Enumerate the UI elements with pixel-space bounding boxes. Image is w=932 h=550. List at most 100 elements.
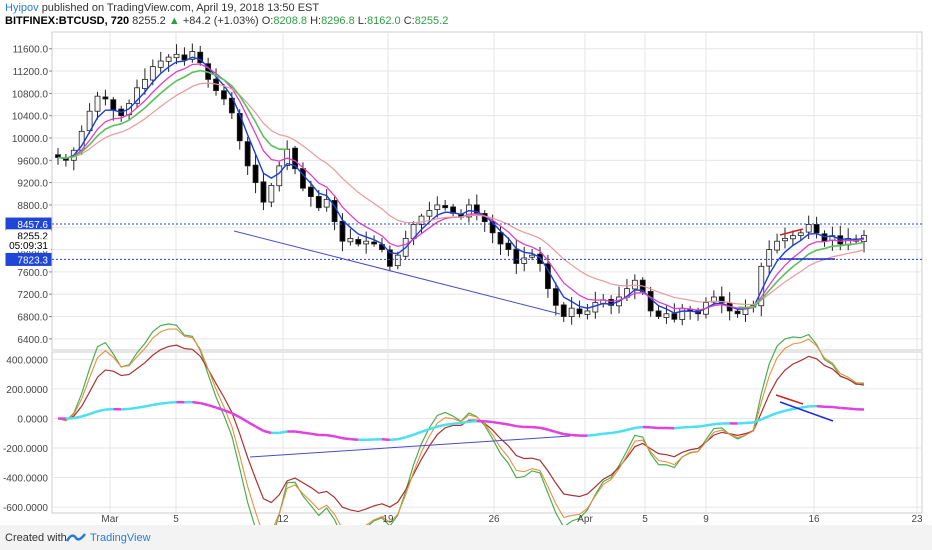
- osc-signal-segment: [547, 428, 557, 434]
- time-tick-label: 12: [277, 514, 289, 525]
- price-tick-label: 7200.0: [17, 290, 48, 301]
- chart-grid: [51, 31, 923, 514]
- osc-signal-segment: [832, 405, 841, 410]
- osc-tick-label: -600.0000: [3, 503, 48, 514]
- change-value: +84.2 (+1.03%): [182, 15, 259, 27]
- osc-signal-segment: [650, 426, 659, 430]
- price-axis[interactable]: 11600.0 11200.0 10800.0 10400.0 10000.0 9600.…: [3, 45, 52, 514]
- price-tick-label: 6800.0: [17, 313, 48, 324]
- price-frame: [51, 31, 923, 351]
- osc-signal-segment: [65, 416, 74, 420]
- osc-signal-segment: [705, 422, 715, 427]
- osc-signal-segment: [816, 404, 825, 408]
- candle-body: [189, 51, 196, 60]
- candle-body: [545, 263, 551, 290]
- osc-signal-segment: [215, 406, 225, 412]
- osc-red-line: [57, 344, 865, 513]
- time-tick-label: 19: [382, 514, 394, 525]
- author-link[interactable]: Hyipov: [5, 2, 39, 14]
- candle-body: [347, 238, 354, 243]
- osc-signal-segment: [452, 421, 462, 425]
- osc-signal-segment: [381, 438, 390, 442]
- osc-signal-segment: [302, 431, 312, 435]
- green-ma-line-recent: [737, 241, 865, 309]
- ema-mid-line: [57, 63, 865, 311]
- candle-body: [789, 235, 796, 240]
- candle-body: [679, 307, 686, 320]
- price-tick-label: 7600.0: [17, 268, 48, 279]
- time-tick-label: 26: [488, 514, 500, 525]
- time-axis[interactable]: Mar 5 12 19 26 Apr 5 9 16 23: [101, 514, 923, 525]
- candle-body: [94, 95, 101, 112]
- candle-body: [718, 296, 725, 303]
- candle-body: [576, 308, 583, 315]
- osc-tick-label: 0.0000: [17, 414, 48, 425]
- osc-signal-segment: [437, 423, 446, 428]
- osc-signal-segment: [468, 419, 477, 423]
- osc-signal-segment: [674, 426, 683, 430]
- published-text: published on TradingView.com, April 19, …: [41, 2, 320, 14]
- osc-signal-segment: [768, 411, 778, 418]
- resistance-line: [779, 228, 804, 236]
- candle-body: [489, 220, 496, 234]
- osc-tick-label: 400.0000: [6, 355, 48, 366]
- trend-line: [233, 230, 561, 315]
- osc-signal-segment: [776, 409, 786, 415]
- osc-signal-segment: [89, 410, 98, 416]
- price-tick-label: 10000.0: [12, 134, 49, 145]
- candle-body: [655, 310, 662, 317]
- osc-blue-divergence: [779, 401, 834, 422]
- osc-signal-segment: [492, 420, 501, 425]
- candle-body: [157, 60, 164, 68]
- time-tick-label: 5: [173, 514, 179, 525]
- osc-signal-segment: [413, 430, 422, 436]
- price-tick-label: 11200.0: [13, 67, 49, 78]
- green-ma-line: [57, 69, 288, 159]
- osc-signal-segment: [848, 407, 857, 411]
- candle-body: [371, 241, 377, 245]
- price-tick-label: 9600.0: [17, 156, 48, 167]
- candle-body: [671, 313, 678, 320]
- candle-body: [339, 220, 346, 242]
- osc-signal-segment: [350, 437, 359, 442]
- high-label: H:: [310, 15, 322, 27]
- osc-tick-label: 200.0000: [6, 385, 48, 396]
- osc-signal-segment: [682, 425, 691, 429]
- candle-body: [260, 181, 267, 203]
- osc-signal-segment: [310, 432, 319, 437]
- osc-signal-segment: [760, 414, 770, 421]
- osc-signal-segment: [508, 423, 517, 428]
- candle-body: [592, 302, 599, 313]
- footer-bar: Created with TradingView: [0, 525, 932, 550]
- candle-body: [521, 257, 528, 264]
- candle-body: [608, 299, 615, 306]
- candle-body: [363, 240, 370, 245]
- candle-body: [149, 66, 156, 81]
- osc-signal-segment: [397, 436, 406, 441]
- oscillator-pane[interactable]: [57, 323, 865, 525]
- osc-signal-segment: [626, 426, 636, 432]
- osc-signal-segment: [144, 403, 154, 408]
- osc-signal-segment: [595, 432, 604, 437]
- osc-signal-segment: [532, 425, 541, 429]
- candle-body: [805, 224, 812, 233]
- price-tick-label: 11600.0: [13, 45, 49, 56]
- candle-body: [165, 56, 172, 62]
- price-pane[interactable]: [52, 43, 922, 326]
- candle-body: [300, 168, 306, 189]
- chart-area[interactable]: 11600.0 11200.0 10800.0 10400.0 10000.0 9600.…: [0, 0, 932, 525]
- osc-signal-segment: [160, 401, 169, 405]
- last-price: 8255.2: [132, 15, 166, 27]
- tradingview-brand[interactable]: TradingView: [90, 532, 151, 544]
- change-arrow-icon: ▲: [168, 15, 180, 27]
- candle-body: [647, 291, 654, 312]
- price-tick-label: 9200.0: [17, 179, 48, 190]
- candle-body: [142, 79, 148, 89]
- tradingview-logo-icon: [66, 533, 86, 542]
- symbol-label[interactable]: BITFINEX:BTCUSD, 720: [5, 15, 130, 27]
- osc-signal-segment: [136, 405, 146, 409]
- osc-signal-segment: [247, 420, 257, 428]
- osc-signal-segment: [81, 412, 90, 418]
- candle-body: [315, 195, 322, 209]
- ema-fast-line: [57, 56, 865, 314]
